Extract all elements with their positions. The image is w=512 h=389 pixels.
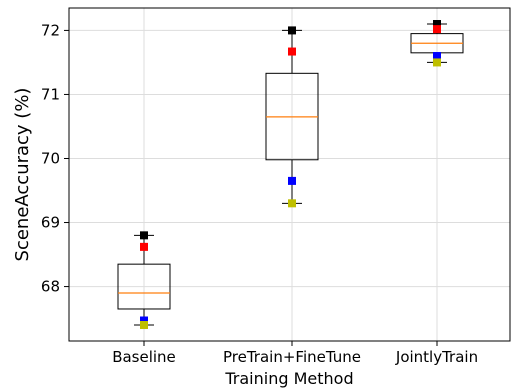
x-tick-label: JointlyTrain: [395, 348, 478, 366]
point-red: [433, 25, 441, 34]
point-black: [140, 231, 148, 240]
point-blue: [140, 316, 148, 325]
grid-lines: [69, 8, 510, 341]
point-group: [140, 20, 441, 329]
point-blue: [288, 176, 296, 185]
point-black: [288, 26, 296, 35]
point-blue: [433, 52, 441, 61]
y-axis-label: SceneAccuracy (%): [12, 88, 33, 262]
box-body: [117, 263, 171, 310]
plot-frame: [68, 7, 511, 342]
box-group: [117, 23, 464, 326]
point-black: [433, 20, 441, 29]
y-axis-ticks: 68 69 70 71 72: [41, 21, 69, 296]
point-red: [140, 242, 148, 251]
y-tick-label: 68: [41, 278, 60, 296]
x-tick-label: Baseline: [112, 348, 176, 366]
point-yellow: [433, 58, 441, 67]
x-tick-label: PreTrain+FineTune: [223, 348, 361, 366]
y-tick-label: 70: [41, 149, 60, 167]
y-tick-label: 71: [41, 85, 60, 103]
point-red: [288, 47, 296, 56]
point-yellow: [140, 320, 148, 329]
y-tick-label: 69: [41, 214, 60, 232]
point-yellow: [288, 199, 296, 208]
x-axis-label: Training Method: [224, 369, 353, 388]
x-axis-ticks: Baseline PreTrain+FineTune JointlyTrain: [112, 341, 478, 366]
y-tick-label: 72: [41, 21, 60, 39]
